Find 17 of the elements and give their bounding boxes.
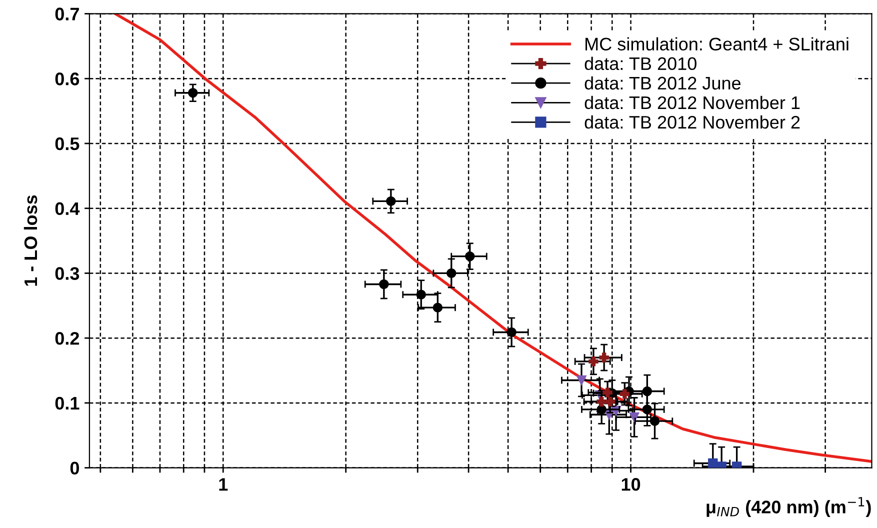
y-tick-label: 0.4 xyxy=(55,202,80,216)
y-tick-label: 0.2 xyxy=(55,332,80,345)
y-tick-label: 0.5 xyxy=(55,137,80,150)
y-tick-label: 0 xyxy=(70,462,79,475)
y-tick-label: 0.1 xyxy=(55,396,80,410)
legend-label: data: TB 2012 November 1 xyxy=(584,96,800,110)
legend-label: MC simulation: Geant4 + SLitrani xyxy=(586,37,848,51)
x-tick-label: 1 xyxy=(219,478,228,491)
legend-label: data: TB 2012 June xyxy=(584,76,741,90)
y-tick-label: 0.6 xyxy=(55,72,80,86)
x-tick-label: 10 xyxy=(622,478,640,491)
y-tick-label: 0.7 xyxy=(55,8,79,20)
legend-label: data: TB 2010 xyxy=(584,56,696,70)
legend-label: data: TB 2012 November 2 xyxy=(584,115,800,129)
y-tick-label: 0.3 xyxy=(55,267,80,280)
x-axis-title: μ$_{IND}$ (420 nm) (m$^{−1}$) xyxy=(706,497,871,518)
y-axis-title: 1 - LO loss xyxy=(24,195,38,286)
